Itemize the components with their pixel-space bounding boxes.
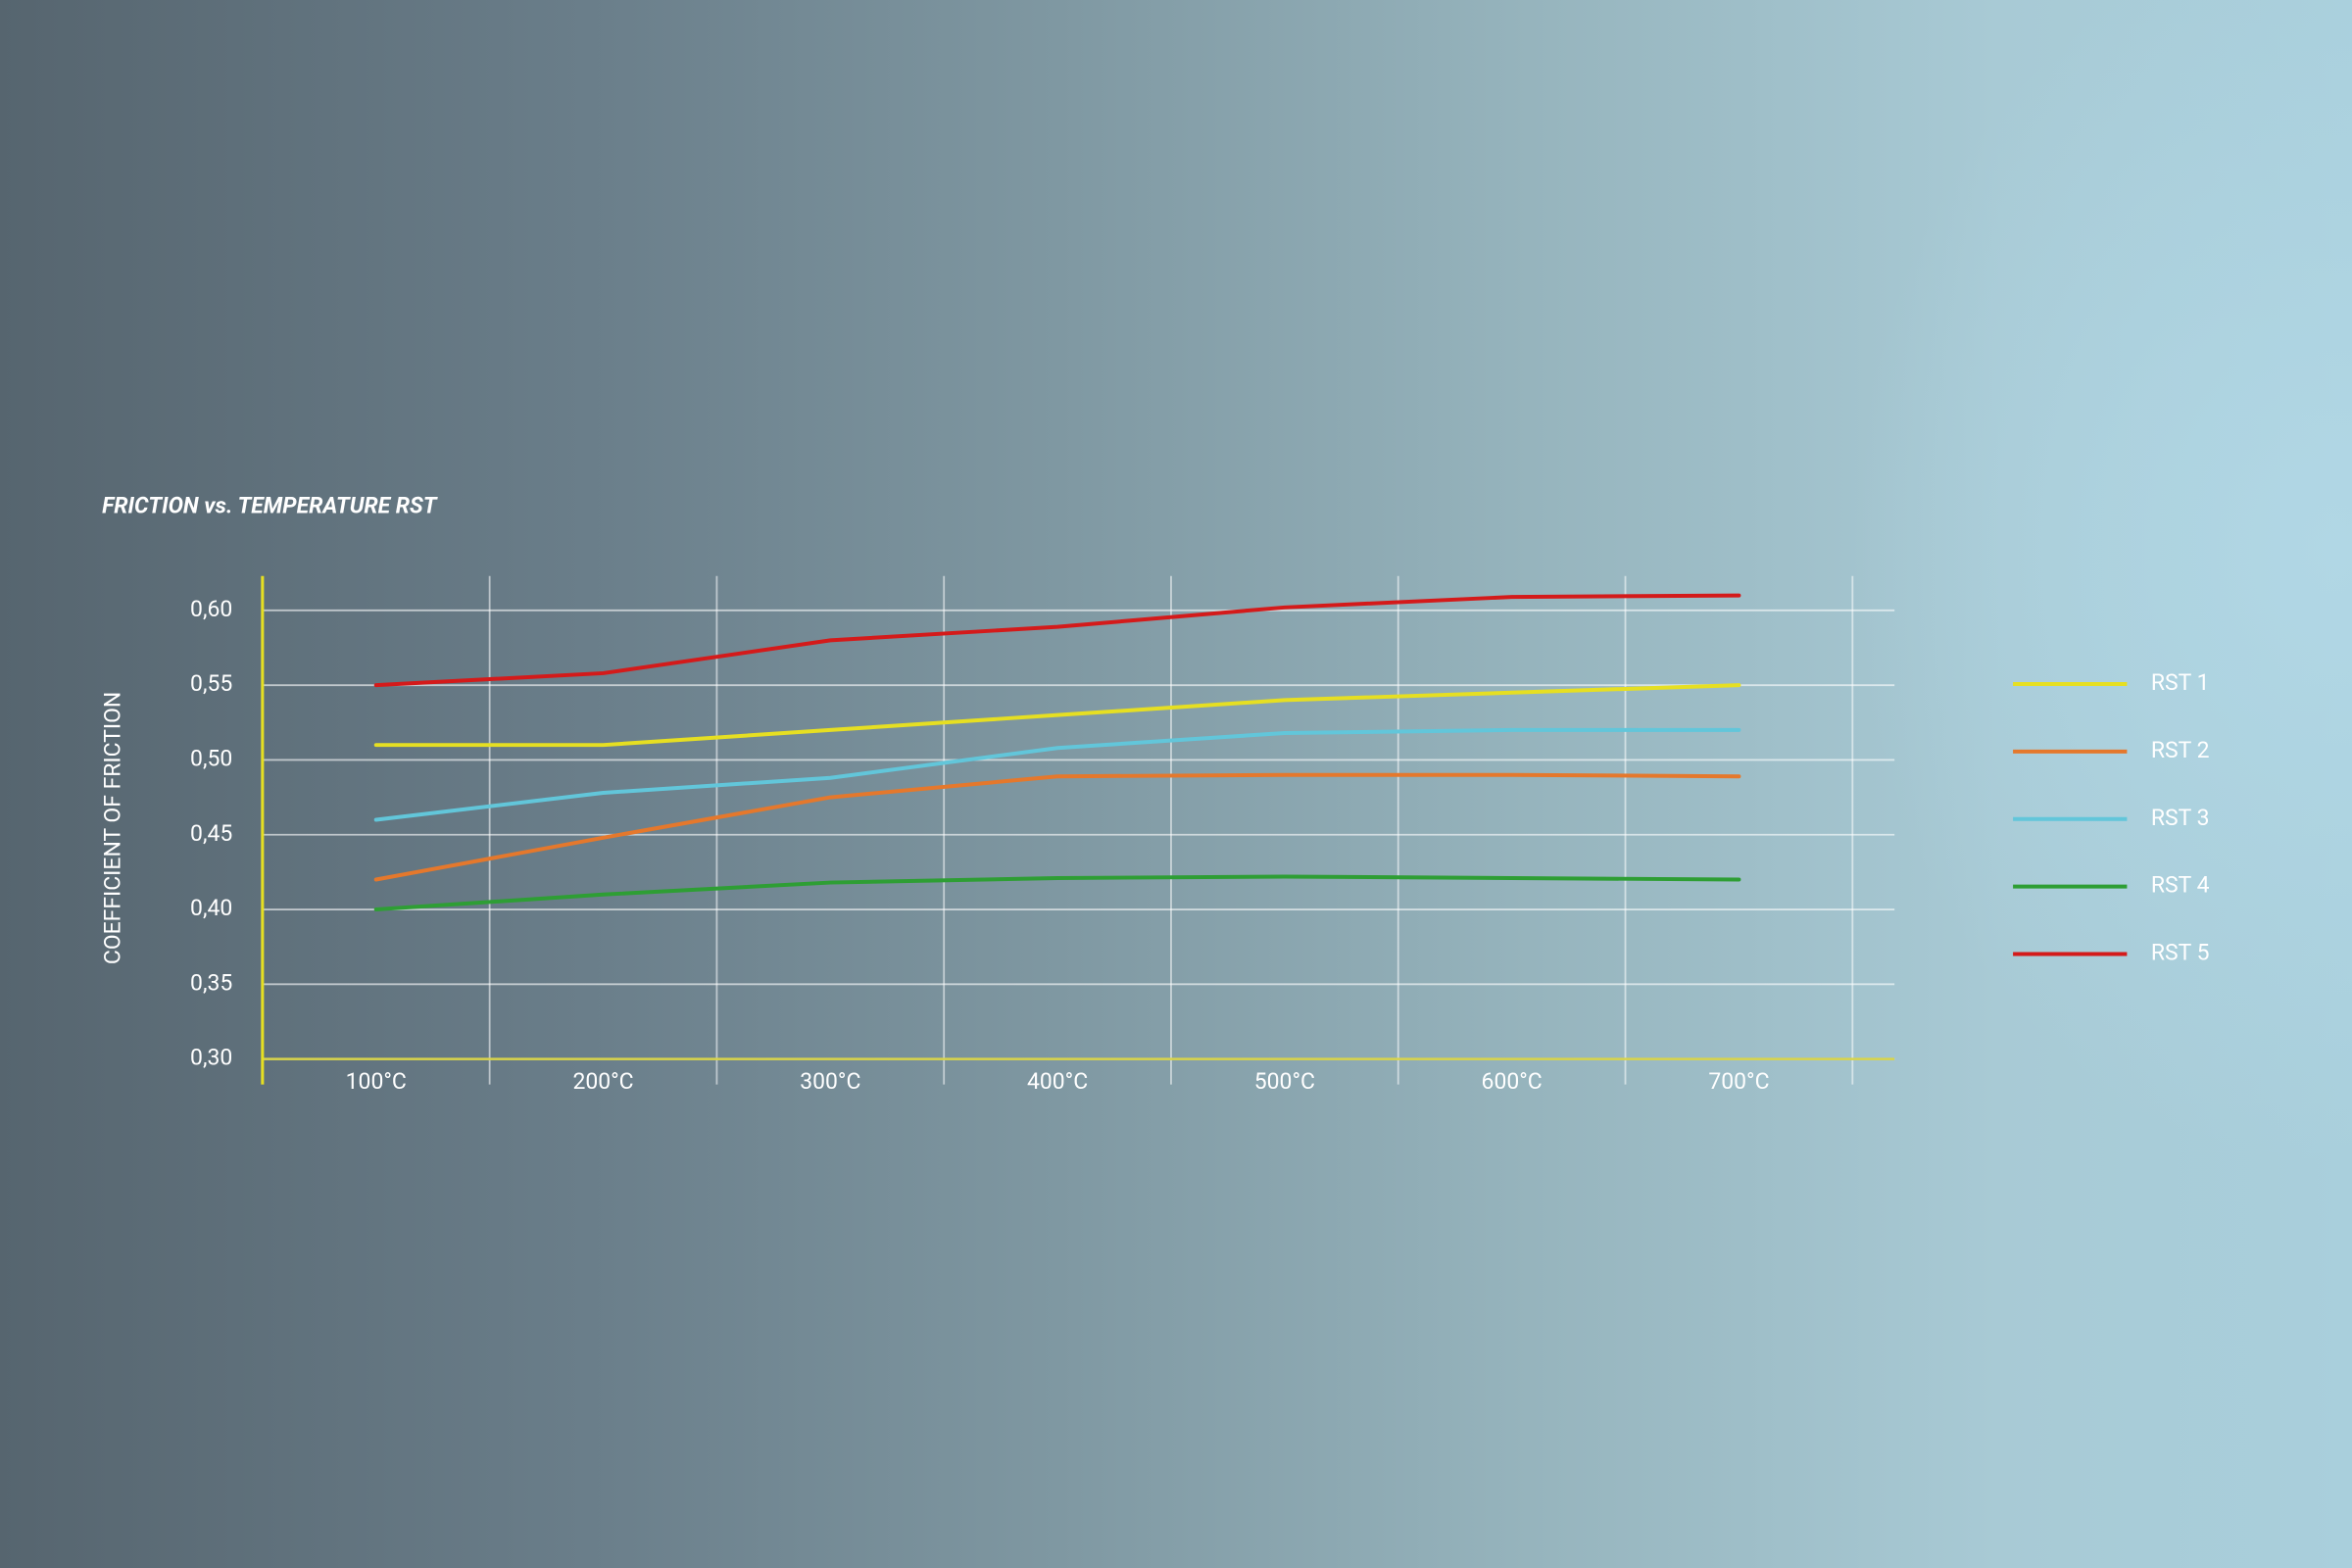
legend-label: RST 2	[2151, 737, 2210, 763]
series-line	[373, 593, 1741, 688]
y-tick-label: 0,40	[190, 895, 232, 921]
y-tick-label: 0,50	[190, 746, 232, 772]
x-tick-label: 700°C	[1708, 1068, 1769, 1095]
x-tick-label: 100°C	[346, 1068, 407, 1095]
series-line	[373, 874, 1741, 912]
y-tick-label: 0,45	[190, 820, 232, 847]
y-axis-label: COEFFICIENT OF FRICTION	[99, 692, 125, 964]
y-tick-label: 0,30	[190, 1045, 232, 1071]
legend-label: RST 3	[2151, 805, 2210, 831]
y-tick-label: 0,60	[190, 596, 232, 622]
x-tick-label: 300°C	[800, 1068, 860, 1095]
series-line	[373, 772, 1741, 882]
chart-title: FRICTION vs. TEMPERATURE RST	[102, 492, 439, 518]
x-tick-label: 500°C	[1254, 1068, 1315, 1095]
series-line	[373, 683, 1741, 748]
series-line	[373, 727, 1741, 822]
y-tick-label: 0,35	[190, 969, 232, 996]
x-tick-label: 600°C	[1482, 1068, 1543, 1095]
y-tick-label: 0,55	[190, 670, 232, 697]
legend-label: RST 1	[2151, 669, 2210, 696]
x-tick-label: 400°C	[1027, 1068, 1088, 1095]
legend-label: RST 5	[2151, 940, 2210, 966]
legend-label: RST 4	[2151, 872, 2210, 899]
x-tick-label: 200°C	[572, 1068, 633, 1095]
